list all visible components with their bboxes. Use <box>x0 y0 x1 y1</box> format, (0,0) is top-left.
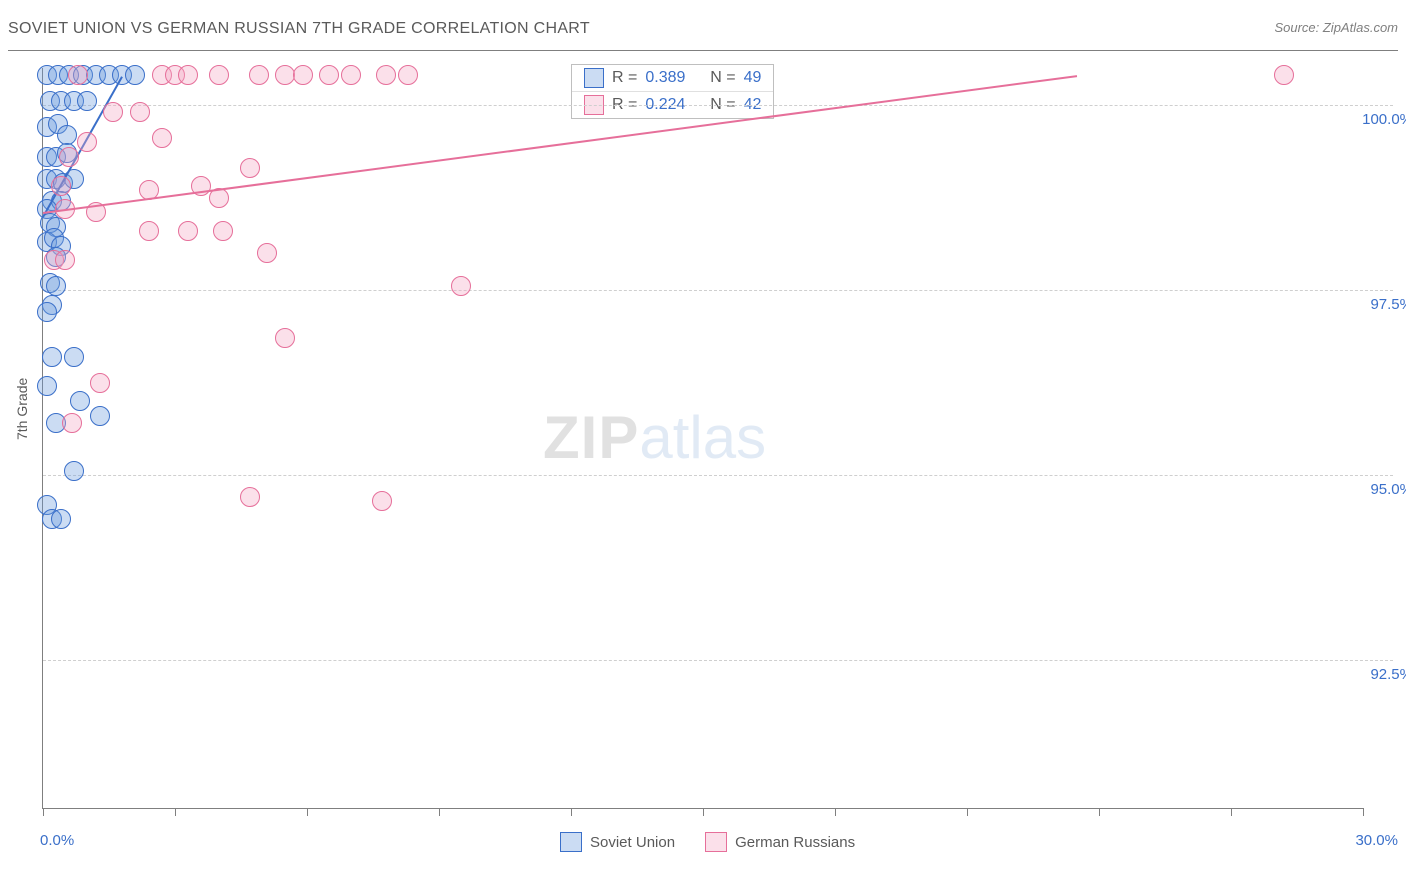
point-german-russians <box>130 102 150 122</box>
x-tick <box>307 808 308 816</box>
point-german-russians <box>249 65 269 85</box>
point-german-russians <box>59 147 79 167</box>
point-german-russians <box>451 276 471 296</box>
point-german-russians <box>139 221 159 241</box>
point-german-russians <box>240 158 260 178</box>
point-soviet-union <box>37 376 57 396</box>
legend-item-german-russians: German Russians <box>705 832 855 852</box>
legend-label: Soviet Union <box>590 834 675 851</box>
point-german-russians <box>275 328 295 348</box>
point-german-russians <box>240 487 260 507</box>
point-soviet-union <box>77 91 97 111</box>
point-german-russians <box>1274 65 1294 85</box>
point-german-russians <box>257 243 277 263</box>
point-soviet-union <box>125 65 145 85</box>
point-german-russians <box>213 221 233 241</box>
stats-swatch-icon <box>584 68 604 88</box>
correlation-stats-box: R = 0.389 N = 49 R = 0.224 N = 42 <box>571 64 774 119</box>
point-german-russians <box>319 65 339 85</box>
point-german-russians <box>51 176 71 196</box>
x-tick-label: 0.0% <box>40 832 74 849</box>
y-tick-label: 97.5% <box>1353 296 1406 313</box>
point-german-russians <box>372 491 392 511</box>
point-soviet-union <box>64 461 84 481</box>
scatter-plot-area: ZIPatlas R = 0.389 N = 49 R = 0.224 N = … <box>42 68 1363 809</box>
y-axis-label: 7th Grade <box>14 378 30 440</box>
point-soviet-union <box>46 276 66 296</box>
gridline <box>43 475 1393 476</box>
x-tick <box>439 808 440 816</box>
y-tick-label: 100.0% <box>1353 111 1406 128</box>
stats-row: R = 0.389 N = 49 <box>572 65 773 91</box>
trendline-german-russians <box>43 75 1077 214</box>
point-german-russians <box>178 221 198 241</box>
point-german-russians <box>152 128 172 148</box>
gridline <box>43 660 1393 661</box>
x-tick <box>1231 808 1232 816</box>
source-attribution: Source: ZipAtlas.com <box>1274 20 1398 35</box>
y-tick-label: 92.5% <box>1353 666 1406 683</box>
watermark: ZIPatlas <box>543 403 766 472</box>
point-soviet-union <box>37 302 57 322</box>
x-tick <box>175 808 176 816</box>
point-german-russians <box>55 250 75 270</box>
point-soviet-union <box>90 406 110 426</box>
x-tick <box>571 808 572 816</box>
legend-label: German Russians <box>735 834 855 851</box>
y-tick-label: 95.0% <box>1353 481 1406 498</box>
point-german-russians <box>398 65 418 85</box>
point-soviet-union <box>70 391 90 411</box>
point-soviet-union <box>51 509 71 529</box>
point-german-russians <box>77 132 97 152</box>
chart-title: SOVIET UNION VS GERMAN RUSSIAN 7TH GRADE… <box>8 20 590 37</box>
x-tick <box>967 808 968 816</box>
point-german-russians <box>90 373 110 393</box>
point-german-russians <box>209 65 229 85</box>
x-tick <box>835 808 836 816</box>
point-soviet-union <box>64 347 84 367</box>
point-german-russians <box>62 413 82 433</box>
x-tick <box>1363 808 1364 816</box>
point-german-russians <box>293 65 313 85</box>
point-german-russians <box>376 65 396 85</box>
gridline <box>43 290 1393 291</box>
x-tick <box>1099 808 1100 816</box>
legend: Soviet Union German Russians <box>560 832 855 852</box>
x-tick-label: 30.0% <box>1355 832 1398 849</box>
x-tick <box>43 808 44 816</box>
legend-swatch-icon <box>560 832 582 852</box>
point-german-russians <box>68 65 88 85</box>
gridline <box>43 105 1393 106</box>
point-german-russians <box>341 65 361 85</box>
point-soviet-union <box>42 347 62 367</box>
point-german-russians <box>178 65 198 85</box>
legend-swatch-icon <box>705 832 727 852</box>
point-soviet-union <box>57 125 77 145</box>
point-german-russians <box>103 102 123 122</box>
legend-item-soviet-union: Soviet Union <box>560 832 675 852</box>
x-tick <box>703 808 704 816</box>
